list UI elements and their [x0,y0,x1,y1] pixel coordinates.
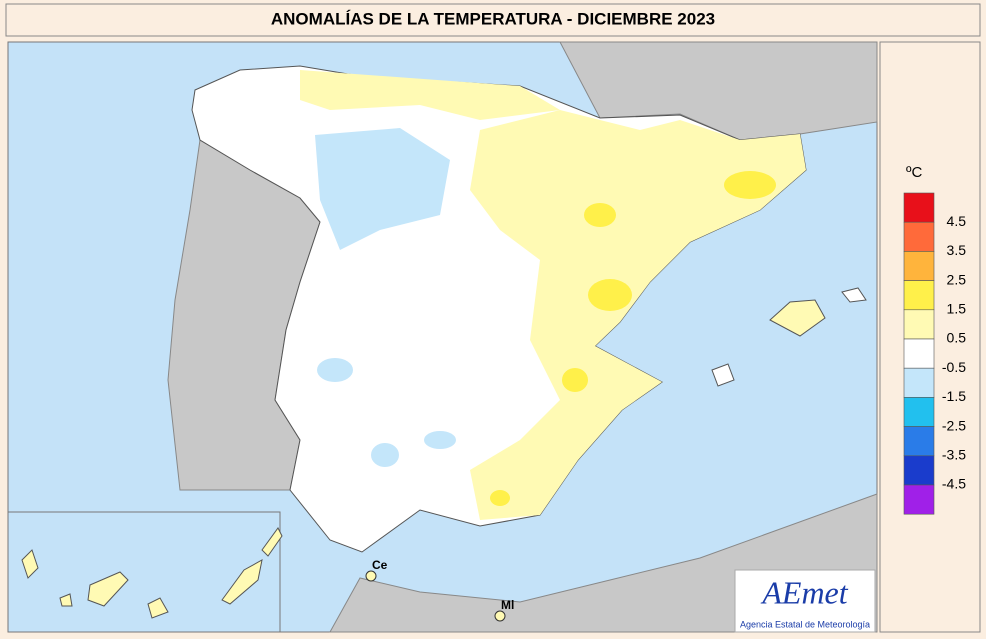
legend-label: -1.5 [942,388,966,404]
cool-spot [371,443,399,467]
place-label: Ml [501,598,514,612]
hot-spot [588,279,632,311]
hot-spot [724,171,776,199]
island [711,363,735,387]
legend-swatch [903,221,935,252]
logo-box [734,569,876,633]
legend-swatch [903,397,935,427]
legend-label: -2.5 [942,417,966,433]
legend-swatch [903,309,935,340]
islands [21,527,283,619]
legend-swatch [903,426,935,457]
legend-label: 0.5 [947,330,967,346]
hot-spot [584,203,616,227]
island [841,287,867,303]
logo-caption: Agencia Estatal de Meteorología [740,619,870,629]
legend-swatch [903,338,935,369]
legend-swatch [903,280,935,311]
logo: AEmet [760,574,848,610]
place-marker [494,610,506,622]
legend-label: 3.5 [947,242,967,258]
legend-label: 4.5 [947,213,967,229]
warm-area [470,110,806,520]
legend-swatch [903,455,935,486]
hot-spot [490,490,510,506]
island [769,299,826,337]
legend-label: 2.5 [947,271,967,287]
legend-swatch [903,367,935,398]
title: ANOMALÍAS DE LA TEMPERATURA - DICIEMBRE … [271,9,715,28]
legend-swatch [903,192,935,223]
legend-unit: ºC [906,164,922,181]
place-marker [365,570,377,582]
hot-spot [562,368,588,392]
legend-label: -3.5 [942,447,966,463]
legend: 4.5 3.5 2.5 1.5 0.5 -0.5 -1.5 -2.5 -3.5 -4.5 [903,192,967,515]
warm-area [300,70,560,120]
legend-swatch [903,484,935,515]
legend-label: 1.5 [947,301,967,317]
title-bar [5,3,981,37]
cool-spot [424,431,456,449]
cool-spot [317,358,353,382]
legend-label: -0.5 [942,359,966,375]
map: Ce Ml AEmet Agencia Estatal de Meteorolo… [7,41,878,633]
legend-swatch [903,251,935,281]
place-label: Ce [372,558,388,572]
cool-area [315,128,450,250]
legend-label: -4.5 [942,476,966,492]
canarias-inset [7,511,281,633]
